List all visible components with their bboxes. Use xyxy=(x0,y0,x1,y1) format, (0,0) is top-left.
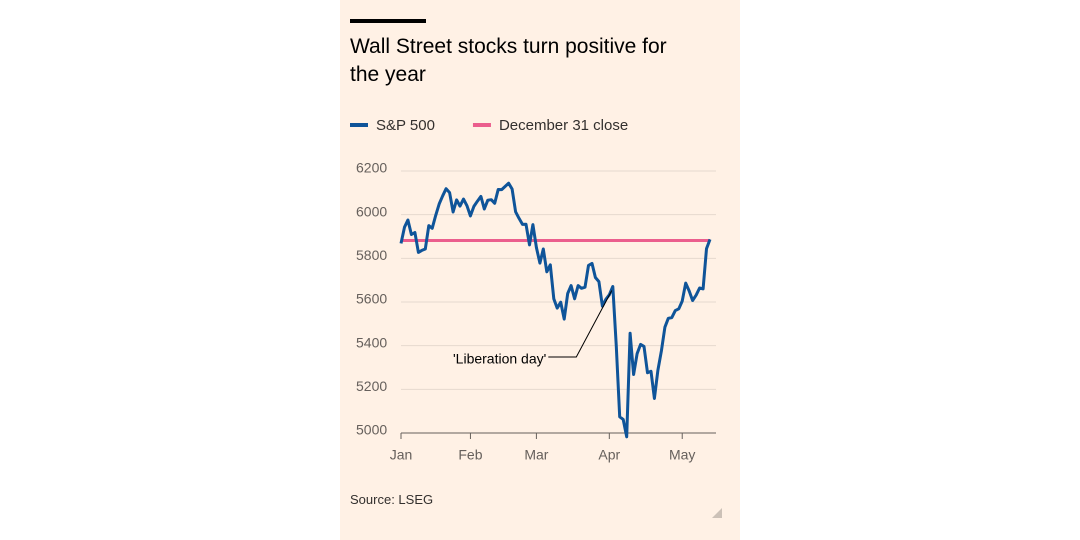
title-bar xyxy=(350,19,426,23)
x-tick-label: Mar xyxy=(524,447,548,463)
resize-handle xyxy=(712,508,722,518)
y-tick-label: 5800 xyxy=(356,247,387,263)
legend-label: S&P 500 xyxy=(376,117,435,134)
chart: S&P 500 December 31 close 5000 5200 5400 5600… xyxy=(350,117,722,518)
y-tick-label: 5200 xyxy=(356,378,387,394)
x-tick-label: Jan xyxy=(390,447,413,463)
source: Source: LSEG xyxy=(350,492,434,507)
x-tick-label: Feb xyxy=(458,447,482,463)
y-tick-label: 5400 xyxy=(356,334,387,350)
x-tick-label: May xyxy=(669,447,695,463)
legend-label: December 31 close xyxy=(499,117,628,134)
chart-title: Wall Street stocks turn positive for the… xyxy=(350,35,667,86)
y-tick-label: 5600 xyxy=(356,291,387,307)
y-tick-label: 6200 xyxy=(356,160,387,176)
x-tick-label: Apr xyxy=(598,447,620,463)
annotation-leader xyxy=(548,290,613,358)
y-tick-label: 5000 xyxy=(356,422,387,438)
chart-panel: Wall Street stocks turn positive for the… xyxy=(340,0,740,540)
y-tick-label: 6000 xyxy=(356,203,387,219)
series-line xyxy=(399,181,712,439)
annotation: 'Liberation day' xyxy=(453,351,546,367)
